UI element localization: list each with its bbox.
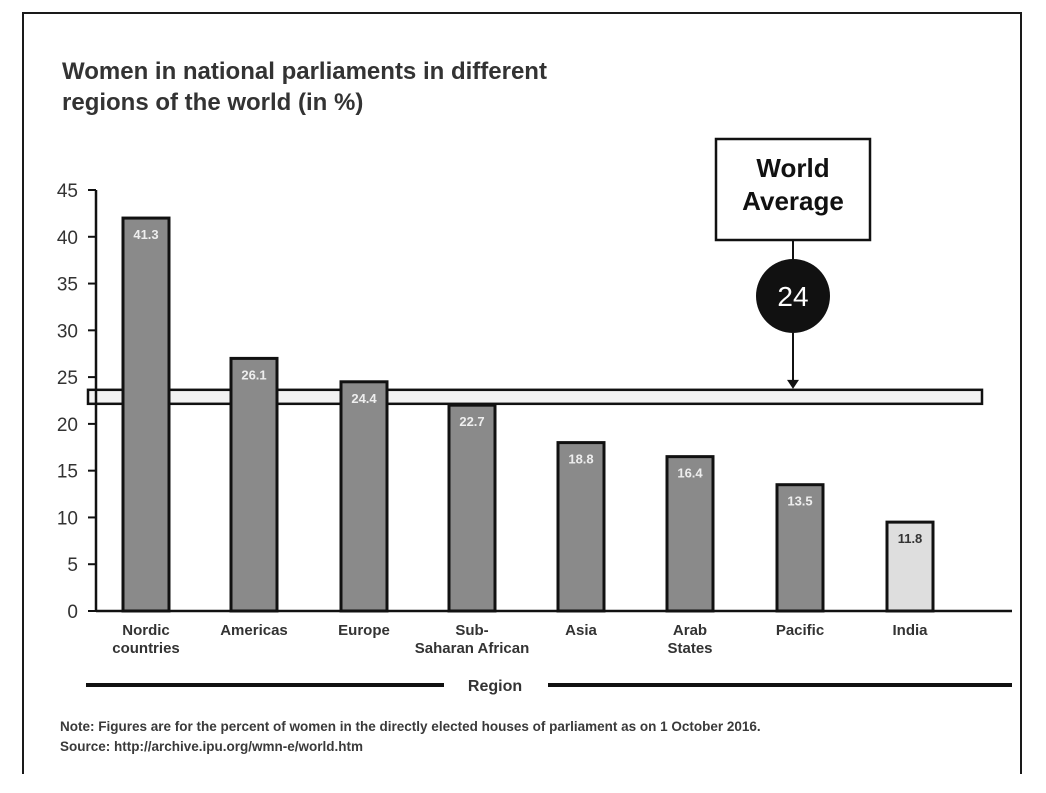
category-label-5-1: States [667, 640, 712, 657]
data-label-3: 22.7 [459, 414, 484, 429]
data-label-4: 18.8 [568, 452, 593, 467]
data-label-0: 41.3 [133, 227, 158, 242]
world-average-band [86, 388, 984, 406]
world-average-badge [756, 259, 830, 333]
note-text: Note: Figures are for the percent of wom… [60, 719, 761, 734]
category-label-6-0: Pacific [776, 622, 824, 639]
category-label-0-1: countries [112, 640, 180, 657]
category-label-3-1: Saharan African [415, 640, 530, 657]
data-label-6: 13.5 [787, 494, 812, 509]
category-label-4-0: Asia [565, 622, 597, 639]
category-label-2-0: Europe [338, 622, 390, 639]
world-average-label-0: World [756, 153, 829, 183]
bar-3 [447, 403, 497, 613]
bar-5 [665, 455, 715, 613]
data-label-2: 24.4 [351, 391, 377, 406]
chart-title: Women in national parliaments in differe… [62, 56, 622, 118]
source-text: Source: http://archive.ipu.org/wmn-e/wor… [60, 739, 364, 754]
callout-arrow-head [787, 379, 799, 389]
chart-title-line-2: regions of the world (in %) [62, 89, 364, 116]
data-label-5: 16.4 [677, 466, 703, 481]
bar-0 [121, 216, 171, 613]
chart-title-line-1: Women in national parliaments in differe… [62, 58, 547, 85]
y-tick-label-2: 10 [57, 508, 78, 529]
data-label-7: 11.8 [898, 531, 923, 546]
data-label-1: 26.1 [241, 367, 266, 382]
chart-frame [22, 12, 1022, 774]
y-tick-label-8: 40 [57, 228, 78, 249]
bar-1 [229, 356, 279, 613]
y-tick-label-1: 5 [67, 555, 78, 576]
y-tick-label-7: 35 [57, 275, 78, 296]
y-tick-label-4: 20 [57, 415, 78, 436]
category-label-1-0: Americas [220, 622, 288, 639]
category-label-5-0: Arab [673, 622, 707, 639]
category-label-3-0: Sub- [455, 622, 488, 639]
y-tick-label-6: 30 [57, 321, 78, 342]
bar-2 [339, 380, 389, 613]
world-average-value: 24 [777, 281, 808, 312]
y-tick-label-0: 0 [67, 602, 78, 623]
x-axis-label: Region [468, 678, 522, 695]
category-label-7-0: India [892, 622, 928, 639]
world-average-box [714, 137, 872, 242]
category-label-0-0: Nordic [122, 622, 170, 639]
frame-cut [22, 789, 1022, 793]
chart-note: Note: Figures are for the percent of wom… [60, 717, 1020, 757]
y-tick-label-3: 15 [57, 462, 78, 483]
y-tick-label-9: 45 [57, 181, 78, 202]
bar-6 [775, 483, 825, 613]
y-tick-label-5: 25 [57, 368, 78, 389]
bar-4 [556, 441, 606, 613]
world-average-label-1: Average [742, 186, 844, 216]
